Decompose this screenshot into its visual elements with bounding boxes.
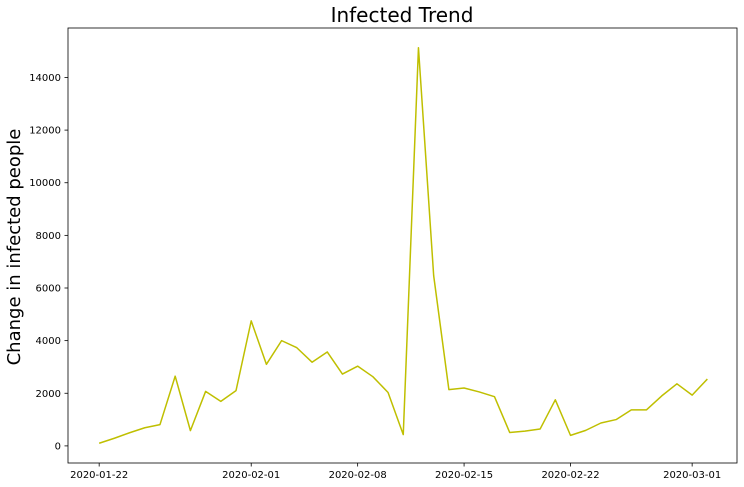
y-tick-label: 14000 xyxy=(29,73,61,84)
x-tick-label: 2020-01-22 xyxy=(70,470,128,481)
x-tick-label: 2020-02-08 xyxy=(329,470,387,481)
y-tick-label: 10000 xyxy=(29,178,61,189)
x-tick-label: 2020-03-01 xyxy=(663,470,721,481)
y-tick-label: 8000 xyxy=(36,231,61,242)
x-tick-label: 2020-02-15 xyxy=(435,470,493,481)
chart-title: Infected Trend xyxy=(331,3,474,27)
y-axis-label: Change in infected people xyxy=(4,129,25,366)
series-line xyxy=(99,48,707,444)
y-tick-label: 0 xyxy=(55,441,61,452)
y-tick-label: 2000 xyxy=(36,389,61,400)
x-axis: 2020-01-22 2020-02-01 2020-02-08 2020-02-15… xyxy=(70,463,721,481)
y-axis: 0 2000 4000 6000 8000 10000 12000 14000 xyxy=(29,73,68,452)
x-tick-label: 2020-02-22 xyxy=(541,470,599,481)
y-tick-label: 6000 xyxy=(36,284,61,295)
y-tick-label: 4000 xyxy=(36,336,61,347)
y-tick-label: 12000 xyxy=(29,126,61,137)
x-tick-label: 2020-02-01 xyxy=(222,470,280,481)
